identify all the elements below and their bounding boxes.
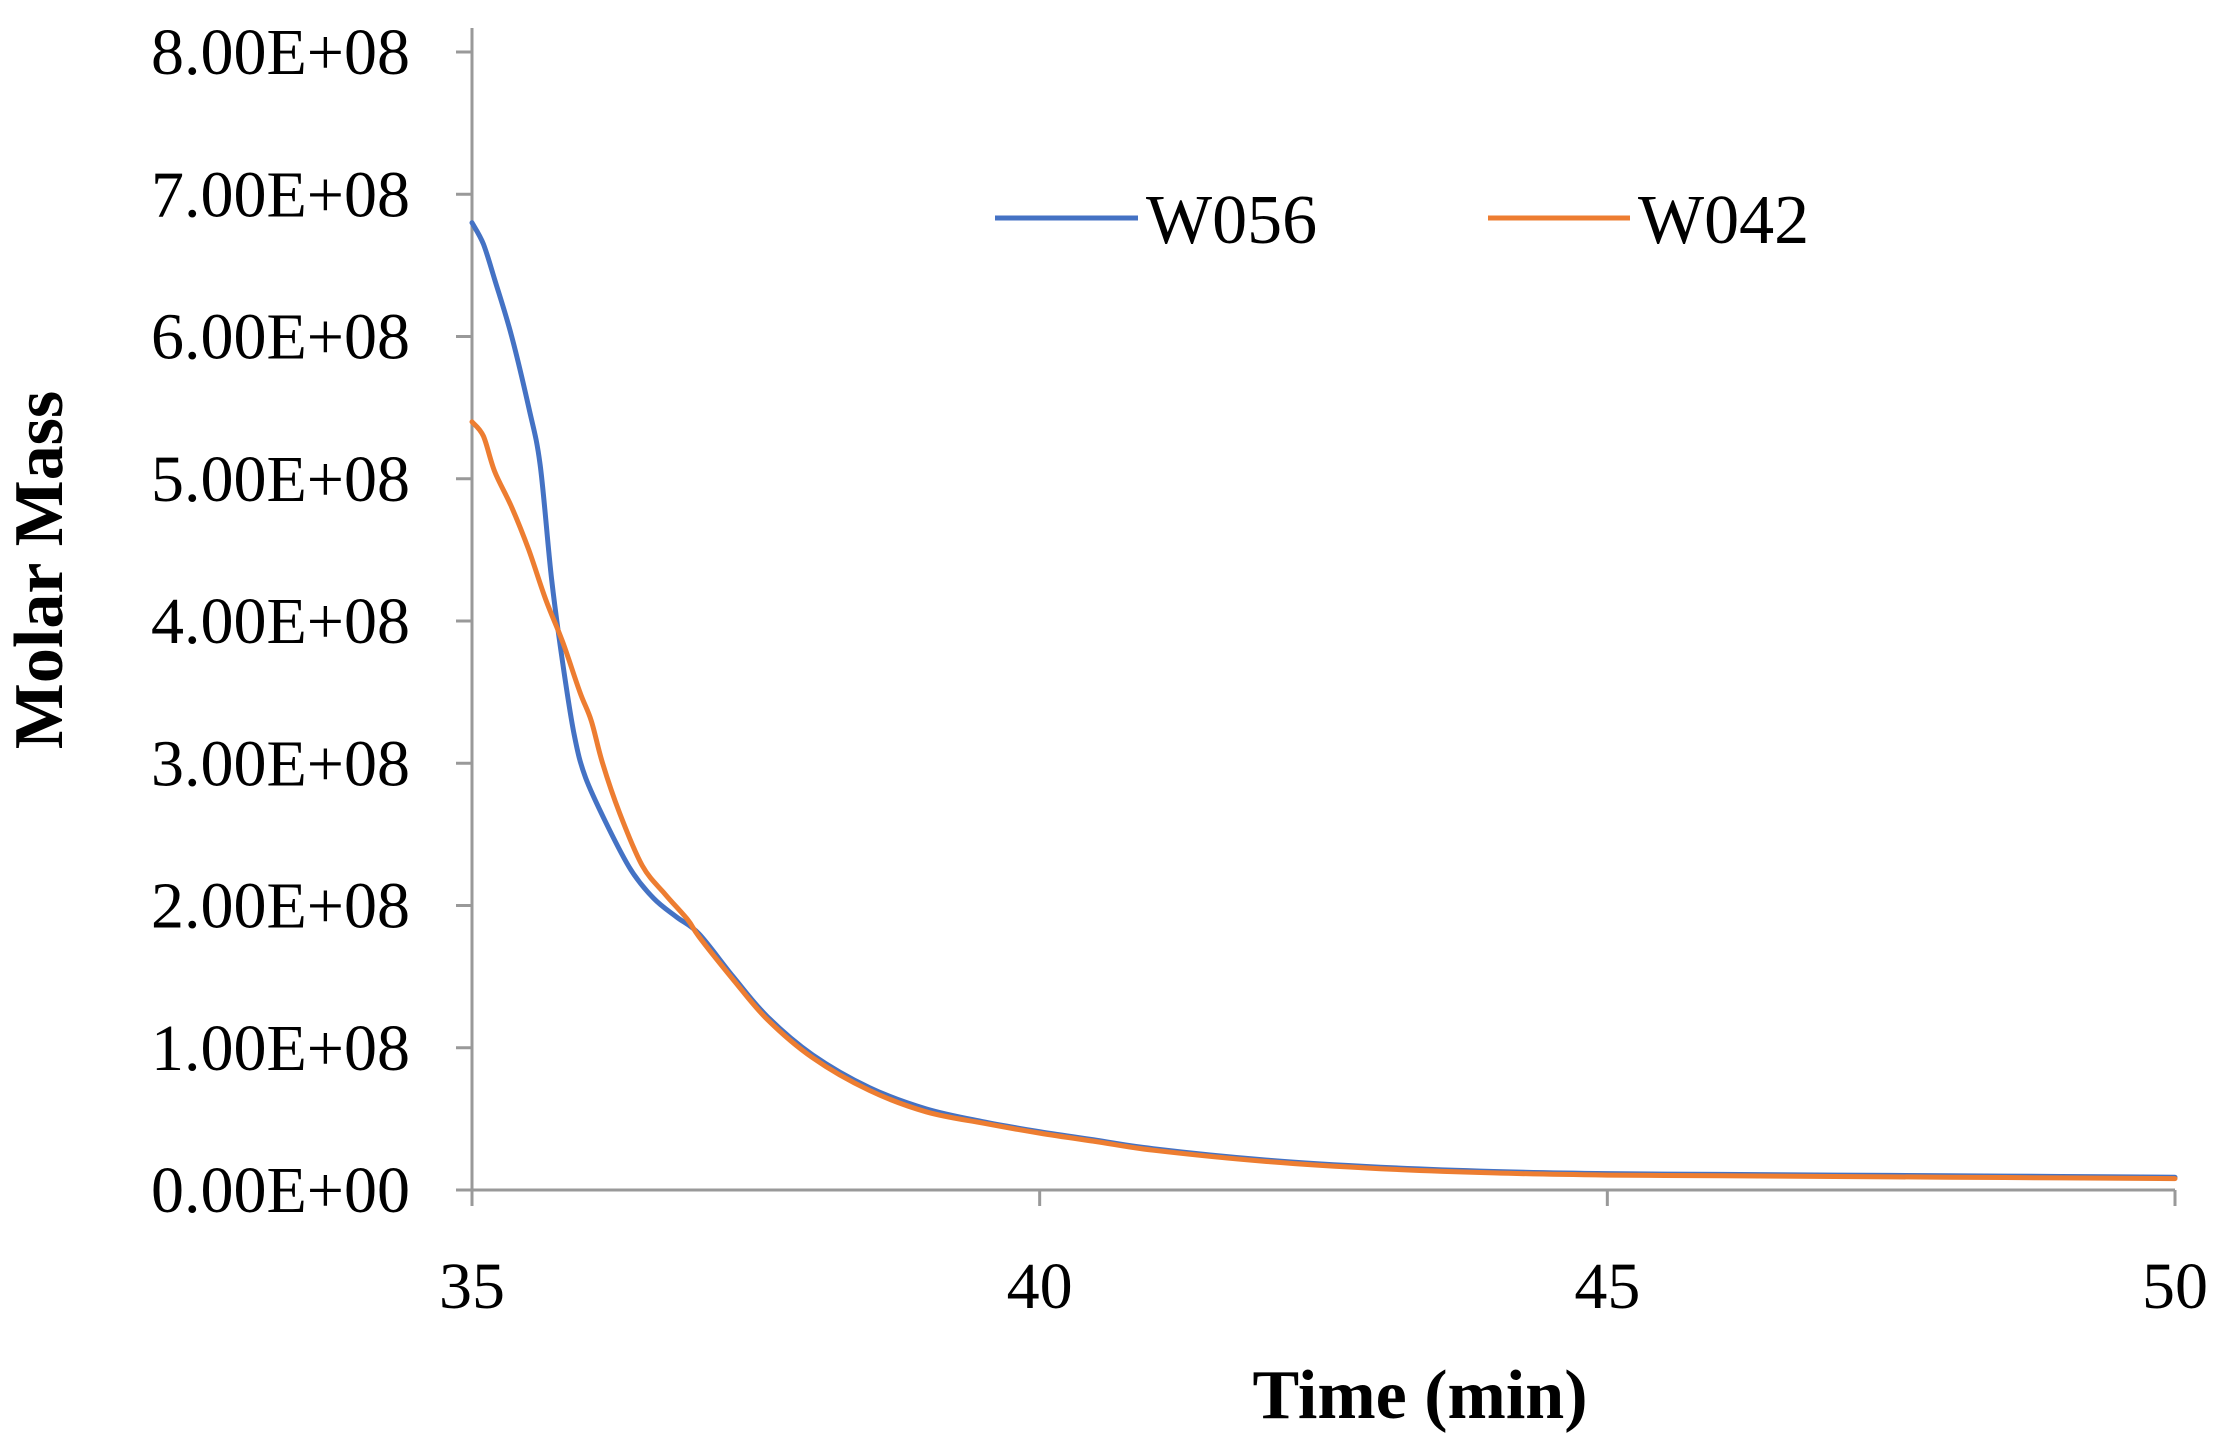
x-tick-label: 45 — [1574, 1250, 1640, 1323]
series-layer — [469, 220, 2178, 1182]
y-tick-label: 4.00E+08 — [151, 585, 410, 658]
y-tick-label: 1.00E+08 — [151, 1012, 410, 1085]
y-tick-label: 0.00E+00 — [151, 1154, 410, 1227]
y-tick-label: 7.00E+08 — [151, 158, 410, 231]
series-line-w042 — [469, 419, 2178, 1182]
legend-label-w056: W056 — [1146, 182, 1317, 259]
x-axis-ticks: 35 40 45 50 — [439, 1190, 2208, 1323]
x-tick-label: 50 — [2142, 1250, 2208, 1323]
legend-item-w056: W056 — [995, 182, 1317, 259]
y-tick-label: 2.00E+08 — [151, 870, 410, 943]
y-tick-label: 8.00E+08 — [151, 16, 410, 89]
y-axis-title: Molar Mass — [1, 391, 78, 749]
x-axis-title: Time (min) — [1252, 1357, 1587, 1434]
y-tick-label: 3.00E+08 — [151, 727, 410, 800]
plot-area: 0.00E+00 1.00E+08 2.00E+08 3.00E+08 4.00E+08… — [151, 16, 2208, 1323]
legend: W056 W042 — [995, 182, 1809, 259]
x-tick-label: 40 — [1007, 1250, 1073, 1323]
y-tick-label: 6.00E+08 — [151, 301, 410, 374]
legend-item-w042: W042 — [1488, 182, 1809, 259]
x-tick-label: 35 — [439, 1250, 505, 1323]
legend-label-w042: W042 — [1638, 182, 1809, 259]
y-axis-ticks: 0.00E+00 1.00E+08 2.00E+08 3.00E+08 4.00E+08… — [151, 16, 472, 1227]
series-line-w056 — [469, 220, 2178, 1180]
y-tick-label: 5.00E+08 — [151, 443, 410, 516]
